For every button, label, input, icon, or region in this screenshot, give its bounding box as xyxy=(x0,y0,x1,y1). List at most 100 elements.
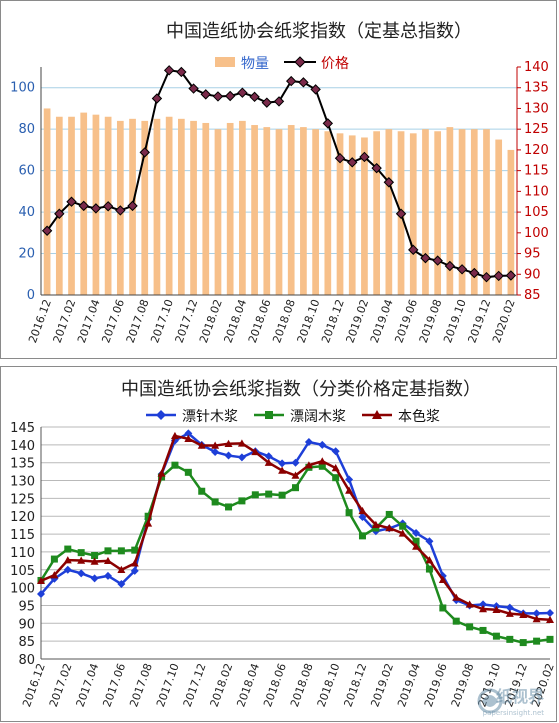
point-square xyxy=(452,617,460,625)
point-triangle xyxy=(492,605,501,613)
bar-volume xyxy=(43,108,51,295)
price-point xyxy=(127,200,138,212)
point-triangle xyxy=(465,600,474,608)
price-point xyxy=(78,200,89,212)
y-right-tick-label: 105 xyxy=(524,205,549,220)
x-tick-label: 2019.06 xyxy=(392,298,420,345)
price-point xyxy=(505,270,517,281)
x-tick-label: 2018.04 xyxy=(234,662,262,709)
price-point xyxy=(66,196,77,207)
point-diamond xyxy=(304,437,313,446)
point-square xyxy=(144,512,152,520)
y-left-tick-label: 60 xyxy=(18,164,35,179)
y-right-tick-label: 130 xyxy=(524,101,549,116)
point-square xyxy=(318,462,326,470)
y-left-tick-label: 80 xyxy=(18,122,35,137)
point-diamond xyxy=(224,451,233,460)
y-right-tick-label: 95 xyxy=(524,247,541,262)
price-point xyxy=(200,89,211,100)
y-right-tick-label: 100 xyxy=(524,226,549,241)
bar-volume xyxy=(275,129,283,295)
x-tick-label: 2017.12 xyxy=(173,298,201,345)
y-tick-label: 140 xyxy=(10,439,35,454)
bar-volume xyxy=(178,118,185,296)
bar-volume xyxy=(507,149,515,295)
legend-marker-price xyxy=(294,56,306,68)
point-triangle xyxy=(318,457,327,465)
x-tick-label: 2019.02 xyxy=(343,298,371,345)
x-tick-label: 2018.08 xyxy=(270,298,298,345)
bar-volume xyxy=(373,131,380,295)
x-tick-label: 2018.08 xyxy=(288,662,316,709)
x-tick-label: 2019.12 xyxy=(466,298,494,345)
price-point xyxy=(359,151,370,163)
x-tick-label: 2017.08 xyxy=(127,662,155,709)
bar-volume xyxy=(348,135,356,295)
x-tick-label: 2019.04 xyxy=(395,662,423,709)
point-square xyxy=(385,510,393,518)
point-triangle xyxy=(170,431,179,440)
legend-swatch-volume xyxy=(215,57,235,67)
price-point xyxy=(176,66,187,78)
x-tick-label: 2019.04 xyxy=(368,298,396,345)
y-tick-label: 85 xyxy=(18,635,35,650)
legend-label-price: 价格 xyxy=(321,56,349,72)
price-point xyxy=(285,75,297,87)
point-triangle xyxy=(144,519,153,527)
point-diamond xyxy=(345,475,354,484)
x-tick-label: 2018.06 xyxy=(261,662,289,709)
y-right-tick-label: 115 xyxy=(524,164,549,179)
point-diamond xyxy=(103,571,112,580)
price-point xyxy=(383,177,395,188)
price-point xyxy=(188,83,199,94)
point-square xyxy=(519,639,527,647)
price-point xyxy=(334,152,346,164)
x-tick-label: 2018.06 xyxy=(246,298,274,345)
bar-volume xyxy=(458,129,466,295)
point-square xyxy=(104,547,112,555)
point-square xyxy=(265,490,273,498)
point-triangle xyxy=(479,605,488,613)
point-diamond xyxy=(184,429,193,438)
point-diamond xyxy=(237,453,246,462)
point-square xyxy=(278,491,286,499)
price-point xyxy=(273,96,285,107)
price-point xyxy=(90,203,102,214)
x-tick-label: 2017.10 xyxy=(154,662,182,709)
point-diamond xyxy=(291,458,300,467)
x-tick-label: 2017.04 xyxy=(75,298,103,345)
x-tick-label: 2019.08 xyxy=(417,298,445,345)
x-tick-label: 2017.02 xyxy=(47,662,75,709)
legend-label: 漂针木浆 xyxy=(182,409,238,425)
point-square xyxy=(77,549,85,557)
price-point xyxy=(212,91,224,102)
x-tick-label: 2018.04 xyxy=(221,298,249,345)
point-square xyxy=(131,546,139,554)
point-triangle xyxy=(532,615,541,623)
bar-volume xyxy=(324,131,332,295)
x-tick-label: 2018.12 xyxy=(319,298,347,345)
x-tick-label: 2016.12 xyxy=(26,298,54,345)
point-triangle xyxy=(90,557,99,565)
chart-panel-total-index: 中国造纸协会纸浆指数（定基总指数） 物量 价格 0 20 40 60 80 100 85 90 95 1… xyxy=(0,0,557,359)
y-right-tick-label: 90 xyxy=(524,267,541,282)
point-triangle xyxy=(264,458,273,466)
price-point xyxy=(444,260,456,272)
y-tick-label: 115 xyxy=(10,528,35,543)
price-point xyxy=(469,267,480,279)
point-triangle xyxy=(505,609,514,617)
point-diamond xyxy=(479,600,488,609)
y-tick-label: 95 xyxy=(18,599,35,614)
point-triangle xyxy=(237,439,246,447)
point-diamond xyxy=(90,574,99,583)
price-point xyxy=(481,271,492,283)
y-right-tick-label: 125 xyxy=(524,122,549,137)
point-square xyxy=(345,509,353,517)
price-point xyxy=(41,225,53,236)
x-tick-label: 2019.08 xyxy=(449,662,477,709)
point-diamond xyxy=(425,537,434,546)
point-diamond xyxy=(278,459,287,468)
bar-volume xyxy=(190,120,197,296)
x-tick-label: 2017.10 xyxy=(148,298,176,345)
point-diamond xyxy=(77,569,86,578)
